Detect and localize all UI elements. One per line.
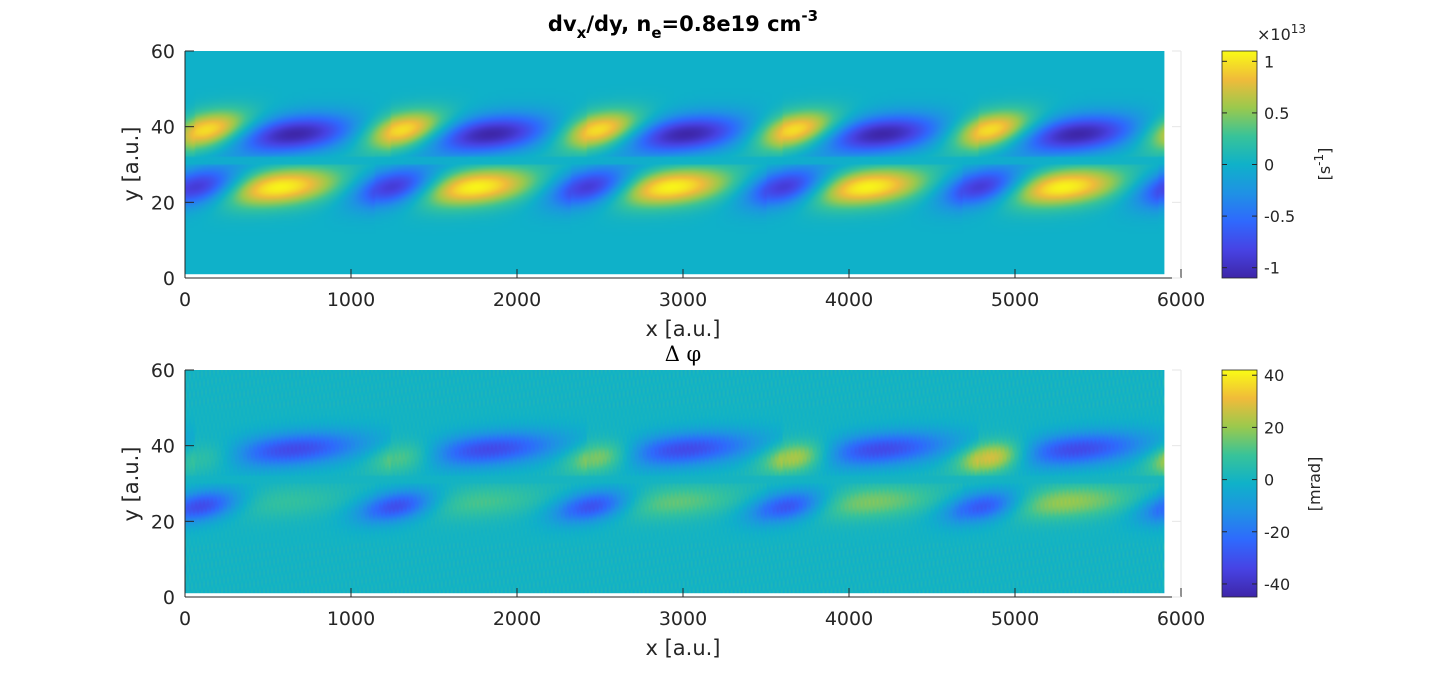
- panel-2-colorbar: [1221, 369, 1258, 598]
- panel-1-colorbar-ticks: -1 -0.5 0 0.5 1: [1222, 52, 1295, 278]
- panel-1-title: dvx/dy, ne=0.8e19 cm-3: [548, 7, 818, 42]
- colorbar-tick-label: -1: [1264, 259, 1280, 278]
- panel-2-colorbar-ticks: -40 -20 0 20 40: [1222, 366, 1290, 594]
- colorbar-tick-label: 0: [1264, 156, 1274, 175]
- x-tick-label: 1000: [327, 608, 375, 630]
- x-tick-label: 5000: [991, 608, 1039, 630]
- x-tick-label: 2000: [493, 608, 541, 630]
- panel-1-colorbar-label: [s-1]: [1312, 148, 1334, 181]
- panel-1-heatmap: [185, 51, 1165, 275]
- panel-1-xlabel: x [a.u.]: [645, 317, 720, 341]
- y-tick-label: 40: [151, 436, 175, 458]
- x-tick-label: 3000: [659, 608, 707, 630]
- x-tick-label: 3000: [659, 289, 707, 311]
- colorbar-tick-label: -40: [1264, 575, 1290, 594]
- panel-2-heatmap: [185, 370, 1165, 594]
- y-tick-label: 60: [151, 360, 175, 382]
- colorbar-tick-label: -0.5: [1264, 207, 1295, 226]
- x-tick-label: 6000: [1157, 289, 1205, 311]
- panel-2-title: Δ φ: [665, 342, 702, 366]
- panel-1-axes: 0 1000 2000 3000 4000 5000 6000 0 20 40 60: [151, 41, 1205, 311]
- y-tick-label: 20: [151, 192, 175, 214]
- x-tick-label: 6000: [1157, 608, 1205, 630]
- colorbar-tick-label: 1: [1264, 52, 1274, 71]
- colorbar-tick-label: 0.5: [1264, 104, 1289, 123]
- x-tick-label: 0: [179, 289, 191, 311]
- panel-1: dvx/dy, ne=0.8e19 cm-3 0 1000 2000 3000 4000…: [119, 7, 1334, 341]
- x-tick-label: 1000: [327, 289, 375, 311]
- colorbar-tick-label: 0: [1264, 471, 1274, 490]
- y-tick-label: 0: [163, 268, 175, 290]
- panel-2-ylabel: y [a.u.]: [119, 446, 143, 521]
- panel-2-xlabel: x [a.u.]: [645, 636, 720, 660]
- y-tick-label: 0: [163, 587, 175, 609]
- panel-1-ylabel: y [a.u.]: [119, 126, 143, 201]
- x-tick-label: 0: [179, 608, 191, 630]
- x-tick-label: 4000: [825, 289, 873, 311]
- y-tick-label: 60: [151, 41, 175, 63]
- panel-1-colorbar-exponent: ×1013: [1257, 22, 1306, 44]
- x-tick-label: 2000: [493, 289, 541, 311]
- panel-2: Δ φ 0 1000 2000 3000 4000 5000 6000 0 20 40 60 x […: [119, 342, 1324, 660]
- colorbar-tick-label: -20: [1264, 523, 1290, 542]
- x-tick-label: 4000: [825, 608, 873, 630]
- y-tick-label: 40: [151, 117, 175, 139]
- panel-1-colorbar: [1221, 50, 1258, 279]
- colorbar-tick-label: 20: [1264, 418, 1284, 437]
- x-tick-label: 5000: [991, 289, 1039, 311]
- colorbar-tick-label: 40: [1264, 366, 1284, 385]
- panel-2-colorbar-label: [mrad]: [1305, 457, 1324, 512]
- y-tick-label: 20: [151, 511, 175, 533]
- panel-2-axes: 0 1000 2000 3000 4000 5000 6000 0 20 40 60: [151, 360, 1205, 630]
